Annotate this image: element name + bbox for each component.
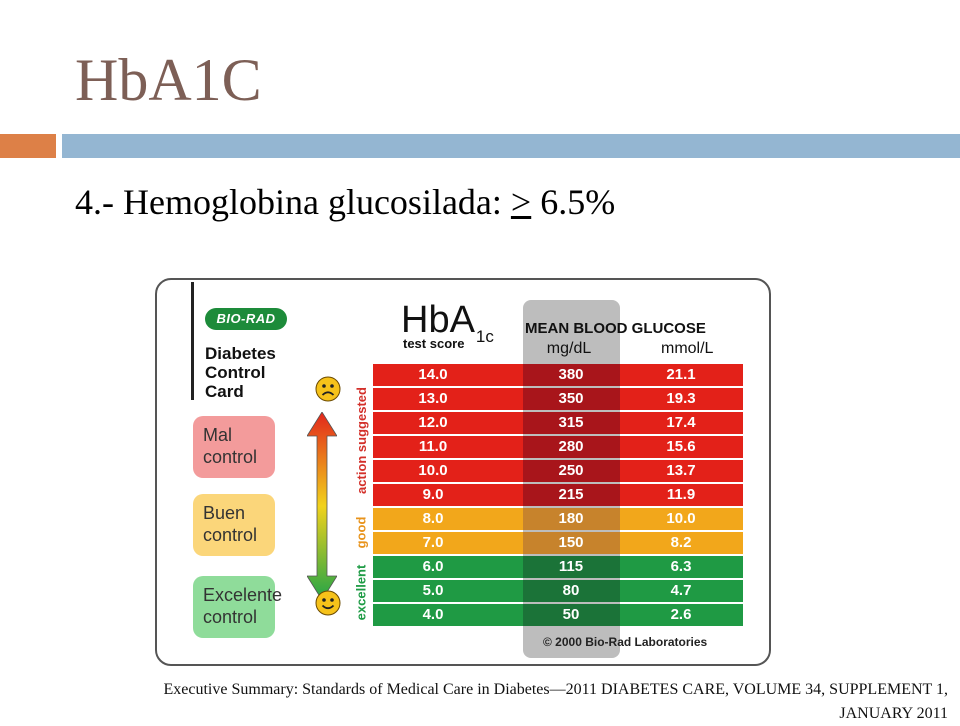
sad-face-icon xyxy=(315,376,341,402)
card-name-line-1: Diabetes xyxy=(205,344,276,363)
badge-title: Buen xyxy=(203,503,246,523)
table-row: 8.0 180 10.0 xyxy=(373,508,743,530)
badge-desc: control xyxy=(203,607,258,627)
bullet-prefix: 4.- Hemoglobina glucosilada: xyxy=(75,182,511,222)
mmol-header: mmol/L xyxy=(661,340,714,357)
badge-desc: control xyxy=(203,525,258,545)
card-name-line-3: Card xyxy=(205,382,244,401)
title-rule xyxy=(62,134,960,158)
row-band xyxy=(523,532,620,554)
mmol-value: 8.2 xyxy=(670,534,692,551)
card-divider xyxy=(191,282,194,400)
card-name: Diabetes Control Card xyxy=(205,344,276,401)
hba1c-table: 14.0 380 21.1 13.0 350 19.3 12.0 315 17.4 11.0 280… xyxy=(373,364,743,628)
mgdl-value: 115 xyxy=(558,558,584,575)
mgdl-value: 280 xyxy=(558,438,584,455)
mmol-value: 2.6 xyxy=(670,606,692,623)
mgdl-value: 50 xyxy=(562,606,580,623)
table-row: 14.0 380 21.1 xyxy=(373,364,743,386)
hba1c-value: 7.0 xyxy=(422,534,444,551)
mmol-value: 17.4 xyxy=(666,414,696,431)
badge-desc: control xyxy=(203,447,258,467)
label-excellent: excellent xyxy=(353,564,369,620)
bullet-criterion: 4.- Hemoglobina glucosilada: > 6.5% xyxy=(75,180,615,224)
table-row: 10.0 250 13.7 xyxy=(373,460,743,482)
row-band xyxy=(523,556,620,578)
mgdl-value: 380 xyxy=(558,366,584,383)
mmol-value: 10.0 xyxy=(666,510,696,527)
biorad-logo: BIO-RAD xyxy=(205,308,287,330)
badge-excelente-control: Excelente control xyxy=(193,576,283,638)
row-band xyxy=(523,388,620,410)
badge-mal-control: Mal control xyxy=(193,416,275,478)
greater-equal-symbol: > xyxy=(510,182,532,222)
mgdl-value: 80 xyxy=(562,582,580,599)
table-row: 11.0 280 15.6 xyxy=(373,436,743,458)
table-row: 12.0 315 17.4 xyxy=(373,412,743,434)
mgdl-value: 180 xyxy=(558,510,584,527)
mmol-value: 4.7 xyxy=(670,582,692,599)
row-band xyxy=(523,436,620,458)
row-band xyxy=(523,460,620,482)
hba1c-heading: HbA1c xyxy=(401,300,494,347)
hba1c-value: 14.0 xyxy=(418,366,448,383)
bullet-value: 6.5% xyxy=(531,182,616,222)
table-row: 13.0 350 19.3 xyxy=(373,388,743,410)
mean-blood-glucose-header: MEAN BLOOD GLUCOSE xyxy=(525,320,706,337)
hba1c-value: 13.0 xyxy=(418,390,448,407)
happy-face-icon xyxy=(315,590,341,616)
mgdl-value: 250 xyxy=(558,462,584,479)
mgdl-value: 315 xyxy=(558,414,584,431)
mgdl-value: 150 xyxy=(558,534,584,551)
slide-title: HbA1C xyxy=(75,47,262,113)
mmol-value: 19.3 xyxy=(666,390,696,407)
label-action-suggested: action suggested xyxy=(353,386,369,494)
double-arrow-icon xyxy=(307,412,337,600)
label-good: good xyxy=(353,516,369,548)
mgdl-value: 215 xyxy=(558,486,584,503)
table-row: 5.0 80 4.7 xyxy=(373,580,743,602)
row-band xyxy=(523,508,620,530)
row-band xyxy=(523,580,620,602)
hba1c-caption: test score xyxy=(403,336,465,351)
row-band xyxy=(523,364,620,386)
row-band xyxy=(523,412,620,434)
card-name-line-2: Control xyxy=(205,363,266,382)
hba1c-value: 5.0 xyxy=(422,582,444,599)
mmol-value: 13.7 xyxy=(666,462,696,479)
copyright-notice: © 2000 Bio-Rad Laboratories xyxy=(543,635,708,649)
hba1c-subscript: 1c xyxy=(475,327,494,346)
hba1c-value: 10.0 xyxy=(418,462,448,479)
title-rule-accent xyxy=(0,134,56,158)
table-row: 9.0 215 11.9 xyxy=(373,484,743,506)
table-row: 4.0 50 2.6 xyxy=(373,604,743,626)
row-band xyxy=(523,484,620,506)
diabetes-control-card: BIO-RAD Diabetes Control Card HbA1c test… xyxy=(155,278,771,666)
badge-title: Excelente xyxy=(203,585,283,605)
hba1c-value: 9.0 xyxy=(422,486,444,503)
mmol-value: 21.1 xyxy=(666,366,696,383)
table-row: 7.0 150 8.2 xyxy=(373,532,743,554)
hba1c-value: 4.0 xyxy=(422,606,444,623)
mmol-value: 6.3 xyxy=(670,558,692,575)
hba1c-value: 8.0 xyxy=(422,510,444,527)
badge-title: Mal xyxy=(203,425,233,445)
mgdl-header: mg/dL xyxy=(546,340,592,357)
hba1c-value: 11.0 xyxy=(418,438,448,455)
mmol-value: 11.9 xyxy=(666,486,696,503)
hba1c-value: 6.0 xyxy=(422,558,444,575)
reference-citation: Executive Summary: Standards of Medical … xyxy=(163,681,949,722)
badge-buen-control: Buen control xyxy=(193,494,275,556)
mmol-value: 15.6 xyxy=(666,438,696,455)
table-row: 6.0 115 6.3 xyxy=(373,556,743,578)
mgdl-value: 350 xyxy=(558,390,584,407)
hba1c-value: 12.0 xyxy=(418,414,448,431)
hba1c-main: HbA xyxy=(401,299,475,341)
row-band xyxy=(523,604,620,626)
